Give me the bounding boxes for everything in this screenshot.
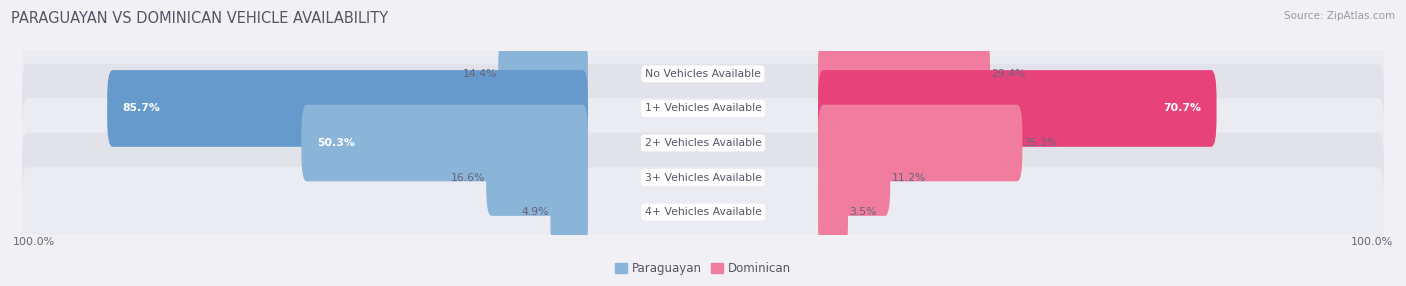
FancyBboxPatch shape xyxy=(550,174,588,251)
FancyBboxPatch shape xyxy=(22,63,1384,153)
Text: Source: ZipAtlas.com: Source: ZipAtlas.com xyxy=(1284,11,1395,21)
FancyBboxPatch shape xyxy=(818,105,1022,181)
FancyBboxPatch shape xyxy=(22,133,1384,223)
Text: 1+ Vehicles Available: 1+ Vehicles Available xyxy=(644,104,762,114)
FancyBboxPatch shape xyxy=(22,167,1384,257)
FancyBboxPatch shape xyxy=(301,105,588,181)
FancyBboxPatch shape xyxy=(818,139,890,216)
Text: 14.4%: 14.4% xyxy=(463,69,496,79)
Text: 4.9%: 4.9% xyxy=(522,207,548,217)
Text: 3.5%: 3.5% xyxy=(849,207,877,217)
FancyBboxPatch shape xyxy=(22,98,1384,188)
Legend: Paraguayan, Dominican: Paraguayan, Dominican xyxy=(610,257,796,280)
FancyBboxPatch shape xyxy=(498,35,588,112)
Text: 85.7%: 85.7% xyxy=(122,104,160,114)
Text: 11.2%: 11.2% xyxy=(891,172,927,182)
Text: 3+ Vehicles Available: 3+ Vehicles Available xyxy=(644,172,762,182)
FancyBboxPatch shape xyxy=(107,70,588,147)
Text: PARAGUAYAN VS DOMINICAN VEHICLE AVAILABILITY: PARAGUAYAN VS DOMINICAN VEHICLE AVAILABI… xyxy=(11,11,388,26)
Text: 35.3%: 35.3% xyxy=(1024,138,1059,148)
Text: 4+ Vehicles Available: 4+ Vehicles Available xyxy=(644,207,762,217)
Text: 29.4%: 29.4% xyxy=(991,69,1026,79)
Text: 70.7%: 70.7% xyxy=(1163,104,1201,114)
FancyBboxPatch shape xyxy=(486,139,588,216)
Text: 2+ Vehicles Available: 2+ Vehicles Available xyxy=(644,138,762,148)
FancyBboxPatch shape xyxy=(818,70,1216,147)
FancyBboxPatch shape xyxy=(818,174,848,251)
Text: 16.6%: 16.6% xyxy=(450,172,485,182)
FancyBboxPatch shape xyxy=(818,35,990,112)
Text: 50.3%: 50.3% xyxy=(316,138,354,148)
FancyBboxPatch shape xyxy=(22,29,1384,119)
Text: No Vehicles Available: No Vehicles Available xyxy=(645,69,761,79)
